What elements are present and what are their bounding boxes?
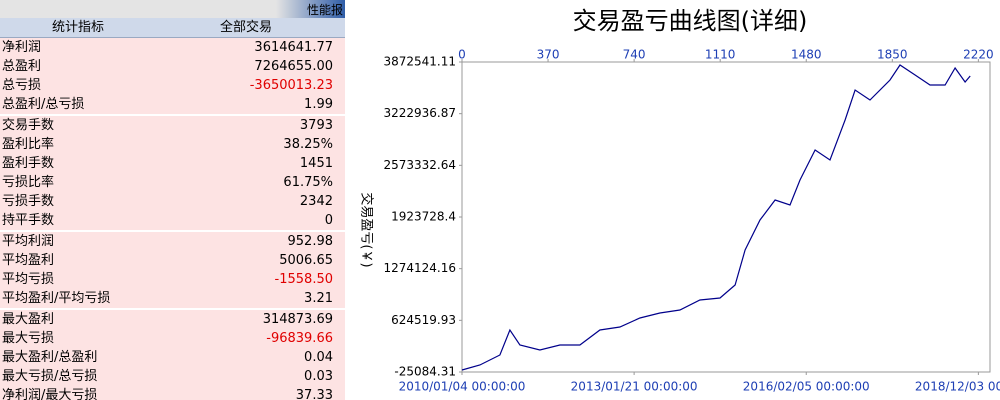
date-tick-label: 2016/02/05 00:00:00 <box>743 380 870 394</box>
stat-row: 交易手数 3793 <box>0 116 345 135</box>
y-axis-label: 交易盈亏(￥) <box>359 192 375 267</box>
stat-value: 1.99 <box>304 97 333 112</box>
row-group: 最大盈利 314873.69 最大亏损 -96839.66 最大盈利/总盈利 0.04 最大… <box>0 310 345 400</box>
stat-row: 总盈利 7264655.00 <box>0 57 345 76</box>
y-tick-label: 3872541.11 <box>383 55 456 69</box>
x-tick-label: 1110 <box>705 48 736 62</box>
column-header: 统计指标 全部交易 <box>0 18 345 38</box>
row-group: 净利润 3614641.77 总盈利 7264655.00 总亏损 -3650013.23… <box>0 38 345 116</box>
stat-row: 最大亏损 -96839.66 <box>0 329 345 348</box>
stat-label: 最大盈利/总盈利 <box>2 350 98 365</box>
stat-label: 亏损手数 <box>2 194 55 209</box>
stat-label: 亏损比率 <box>2 175 55 190</box>
stat-row: 持平手数 0 <box>0 211 345 230</box>
y-tick-label: -25084.31 <box>394 365 456 379</box>
stat-value: 1451 <box>299 156 333 171</box>
stat-row: 平均利润 952.98 <box>0 232 345 251</box>
stat-value: 3614641.77 <box>254 40 333 55</box>
x-tick-label: 0 <box>458 48 466 62</box>
stat-label: 最大盈利 <box>2 312 55 327</box>
stat-row: 平均盈利 5006.65 <box>0 251 345 270</box>
date-tick-label: 2010/01/04 00:00:00 <box>399 380 526 394</box>
stat-row: 平均盈利/平均亏损 3.21 <box>0 289 345 308</box>
stat-label: 最大亏损 <box>2 331 55 346</box>
stat-row: 最大盈利/总盈利 0.04 <box>0 348 345 367</box>
stat-value: 952.98 <box>287 234 334 249</box>
stat-row: 净利润 3614641.77 <box>0 38 345 57</box>
stat-label: 交易手数 <box>2 118 55 133</box>
column-title: 统计指标 <box>52 20 105 35</box>
stat-value: 2342 <box>299 194 333 209</box>
stat-row: 盈利手数 1451 <box>0 154 345 173</box>
stat-row: 平均亏损 -1558.50 <box>0 270 345 289</box>
panel-header: 性能报 <box>0 0 345 18</box>
date-tick-label: 2013/01/21 00:00:00 <box>571 380 698 394</box>
y-tick-label: 624519.93 <box>391 313 456 327</box>
stat-label: 持平手数 <box>2 213 55 228</box>
stat-value: -96839.66 <box>266 331 333 346</box>
panel-title: 性能报 <box>306 3 343 17</box>
plot-frame <box>461 61 991 373</box>
stat-value: 7264655.00 <box>254 59 333 74</box>
stat-row: 净利润/最大亏损 37.33 <box>0 386 345 400</box>
stat-label: 平均盈利 <box>2 253 55 268</box>
stat-label: 净利润/最大亏损 <box>2 388 98 400</box>
table-body: 净利润 3614641.77 总盈利 7264655.00 总亏损 -3650013.23… <box>0 38 345 400</box>
stat-row: 最大盈利 314873.69 <box>0 310 345 329</box>
stat-value: -3650013.23 <box>249 78 333 93</box>
column-title: 全部交易 <box>220 20 273 35</box>
stat-label: 平均亏损 <box>2 272 55 287</box>
equity-line <box>461 64 971 371</box>
x-tick-label: 1480 <box>791 48 822 62</box>
stat-row: 最大亏损/总亏损 0.03 <box>0 367 345 386</box>
stat-value: 0 <box>324 213 333 228</box>
y-tick-label: 1274124.16 <box>383 261 456 275</box>
x-tick-label: 740 <box>623 48 646 62</box>
stat-row: 亏损手数 2342 <box>0 192 345 211</box>
stat-label: 总盈利 <box>2 59 42 74</box>
stat-label: 净利润 <box>2 40 42 55</box>
chart-title: 交易盈亏曲线图(详细) <box>573 7 808 35</box>
row-group: 交易手数 3793 盈利比率 38.25% 盈利手数 1451 亏损比率 61.75% 亏损手数… <box>0 116 345 232</box>
x-tick-label: 370 <box>537 48 560 62</box>
date-tick-label: 2018/12/03 00:00:00 <box>915 380 1000 394</box>
stat-label: 盈利手数 <box>2 156 55 171</box>
stat-row: 亏损比率 61.75% <box>0 173 345 192</box>
stat-label: 平均盈利/平均亏损 <box>2 291 111 306</box>
stat-value: 0.04 <box>304 350 333 365</box>
stats-table: 性能报 统计指标 全部交易 净利润 3614641.77 总盈利 7264655.00… <box>0 0 345 400</box>
stat-label: 平均利润 <box>2 234 55 249</box>
x-tick-label: 2220 <box>963 48 994 62</box>
stat-row: 总亏损 -3650013.23 <box>0 76 345 95</box>
y-tick-label: 3222936.87 <box>383 106 456 120</box>
stat-value: 0.03 <box>304 369 333 384</box>
stat-value: 5006.65 <box>279 253 333 268</box>
y-tick-label: 1923728.4 <box>391 210 456 224</box>
row-group: 平均利润 952.98 平均盈利 5006.65 平均亏损 -1558.50 平均盈利/平均… <box>0 232 345 310</box>
stat-label: 盈利比率 <box>2 137 55 152</box>
stat-row: 总盈利/总亏损 1.99 <box>0 95 345 114</box>
stat-value: 314873.69 <box>262 312 333 327</box>
stat-value: 3793 <box>299 118 333 133</box>
stat-value: -1558.50 <box>274 272 333 287</box>
stat-label: 最大亏损/总亏损 <box>2 369 98 384</box>
stat-value: 61.75% <box>283 175 333 190</box>
stat-row: 盈利比率 38.25% <box>0 135 345 154</box>
stat-value: 37.33 <box>295 388 333 400</box>
x-tick-label: 1850 <box>877 48 908 62</box>
stat-value: 38.25% <box>283 137 333 152</box>
stat-value: 3.21 <box>304 291 333 306</box>
stat-label: 总盈利/总亏损 <box>2 97 85 112</box>
y-tick-label: 2573332.64 <box>383 158 456 172</box>
stat-label: 总亏损 <box>2 78 42 93</box>
